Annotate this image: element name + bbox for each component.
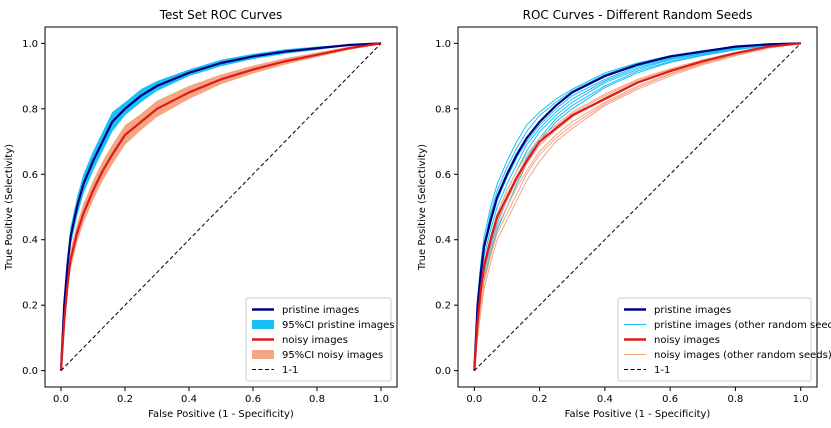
y-tick-label: 0.0 — [22, 366, 38, 377]
series-line-0 — [473, 42, 801, 371]
legend-label: noisy images — [654, 335, 720, 346]
roc-panel-test-set: Test Set ROC Curves 0.0 0.2 0.4 0.6 0.8 1.0 0.0… — [4, 8, 398, 420]
y-tick-label: 0.0 — [435, 366, 451, 377]
seed-curve-1-4 — [473, 42, 801, 371]
y-tick-label: 0.6 — [435, 170, 451, 181]
y-tick-label: 0.4 — [22, 235, 38, 246]
y-tick-label: 0.2 — [435, 301, 451, 312]
legend-box — [617, 297, 812, 382]
x-tick-label: 0.8 — [727, 394, 743, 405]
x-axis-label: False Positive (1 - Specificity) — [148, 409, 294, 420]
legend-label: noisy images — [282, 335, 348, 346]
legend-label: pristine images (other random seeds) — [654, 320, 831, 331]
x-tick-label: 0.8 — [309, 394, 325, 405]
legend-box — [245, 297, 392, 382]
legend-label: pristine images — [654, 305, 731, 316]
legend-swatch — [252, 320, 274, 329]
diagonal-line — [60, 43, 382, 371]
legend-label: 1-1 — [654, 365, 670, 376]
legend-swatch — [252, 350, 274, 359]
x-tick-label: 0.6 — [662, 394, 678, 405]
legend-label: 1-1 — [282, 365, 298, 376]
y-tick-label: 0.8 — [435, 104, 451, 115]
x-axis-label: False Positive (1 - Specificity) — [565, 409, 711, 420]
plot-area — [473, 42, 802, 371]
legend-label: 95%CI noisy images — [282, 350, 383, 361]
y-tick-label: 0.8 — [22, 104, 38, 115]
y-tick-label: 0.2 — [22, 301, 38, 312]
y-tick-label: 1.0 — [435, 39, 451, 50]
y-tick-label: 0.6 — [22, 170, 38, 181]
x-tick-label: 1.0 — [373, 394, 389, 405]
ci-band-1 — [61, 43, 381, 371]
axes-frame — [44, 26, 398, 388]
diagonal-line — [473, 43, 802, 371]
legend: pristine images pristine images (other ra… — [617, 297, 831, 382]
y-tick-label: 1.0 — [22, 39, 38, 50]
y-tick-label: 0.4 — [435, 235, 451, 246]
x-tick-label: 0.6 — [245, 394, 261, 405]
x-tick-label: 0.4 — [597, 394, 613, 405]
axes-frame — [457, 26, 818, 388]
x-tick-label: 0.2 — [532, 394, 548, 405]
legend-label: noisy images (other random seeds) — [654, 350, 831, 361]
seed-curve-0-5 — [473, 42, 801, 371]
series-line-1 — [59, 42, 382, 371]
x-tick-label: 0.2 — [117, 394, 133, 405]
seed-curve-1-2 — [473, 42, 801, 371]
y-axis-label: True Positive (Selectivity) — [417, 144, 428, 271]
series-line-1 — [473, 42, 801, 371]
plot-area — [59, 42, 382, 371]
y-axis-label: True Positive (Selectivity) — [4, 144, 15, 271]
chart-title: ROC Curves - Different Random Seeds — [523, 8, 753, 22]
legend-label: 95%CI pristine images — [282, 320, 395, 331]
legend: pristine images 95%CI pristine images nois… — [245, 297, 395, 382]
legend-label: pristine images — [282, 305, 359, 316]
x-tick-label: 0.0 — [466, 394, 482, 405]
x-tick-label: 0.4 — [181, 394, 197, 405]
seed-curve-1-1 — [473, 42, 801, 371]
chart-title: Test Set ROC Curves — [159, 8, 283, 22]
x-tick-label: 0.0 — [53, 394, 69, 405]
x-tick-label: 1.0 — [793, 394, 809, 405]
roc-panel-random-seeds: ROC Curves - Different Random Seeds 0.0 0.… — [417, 8, 831, 420]
series-line-0 — [59, 42, 382, 371]
